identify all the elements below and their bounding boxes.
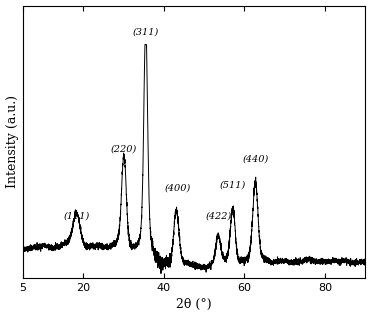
- Text: (220): (220): [111, 145, 137, 153]
- Text: (400): (400): [165, 184, 191, 192]
- Text: (422): (422): [205, 212, 232, 221]
- X-axis label: 2θ (°): 2θ (°): [176, 298, 212, 311]
- Text: (311): (311): [132, 28, 159, 37]
- Text: (511): (511): [220, 181, 246, 190]
- Text: (111): (111): [63, 212, 89, 221]
- Y-axis label: Intensity (a.u.): Intensity (a.u.): [6, 95, 19, 188]
- Text: (440): (440): [242, 155, 269, 164]
